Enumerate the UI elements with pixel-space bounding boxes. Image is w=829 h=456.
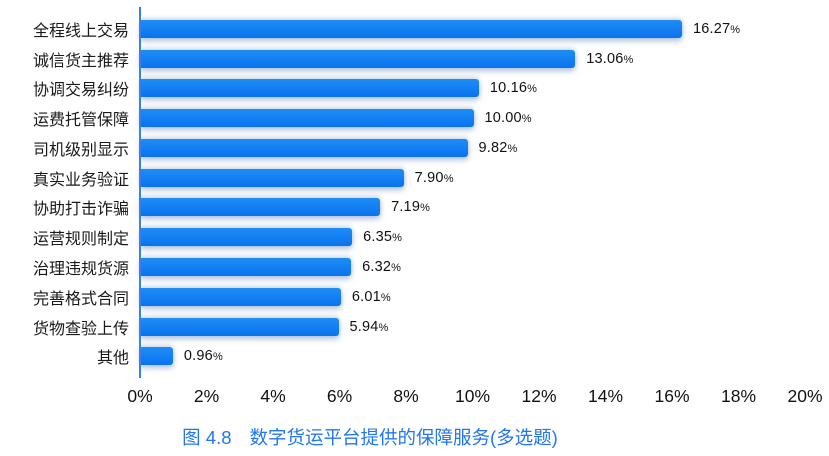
- bar-row: 真实业务验证 7.90%: [0, 163, 829, 193]
- x-axis-tick-label: 0%: [127, 386, 153, 406]
- y-axis-line: [139, 7, 141, 378]
- category-label: 运营规则制定: [32, 231, 129, 249]
- bar-row: 诚信货主推荐 13.06%: [0, 44, 829, 74]
- bar-track: 5.94%: [141, 317, 806, 336]
- bar: [141, 347, 173, 366]
- bar: [141, 19, 682, 38]
- category-label: 完善格式合同: [32, 290, 129, 308]
- bar-track: 6.32%: [141, 258, 806, 276]
- bar: [141, 49, 576, 68]
- bar-track: 0.96%: [141, 347, 806, 366]
- bar-row: 司机级别显示 9.82%: [0, 133, 829, 163]
- value-label: 6.35%: [363, 229, 403, 246]
- x-axis-tick-label: 12%: [521, 386, 557, 406]
- category-label: 协调交易纠纷: [32, 82, 129, 100]
- x-axis-tick-label: 18%: [720, 386, 757, 406]
- category-label: 全程线上交易: [32, 22, 129, 40]
- category-label: 真实业务验证: [32, 171, 129, 189]
- x-axis-tick-label: 2%: [193, 386, 220, 406]
- caption-title: 数字货运平台提供的保障服务(多选题): [249, 427, 558, 448]
- category-label: 货物查验上传: [32, 320, 129, 338]
- bar-track: 10.00%: [141, 109, 806, 128]
- x-axis-tick-label: 14%: [587, 386, 624, 406]
- bar: [141, 138, 468, 157]
- bar-row: 运营规则制定 6.35%: [0, 222, 829, 252]
- x-axis-tick-label: 20%: [787, 386, 823, 406]
- bar: [141, 168, 404, 187]
- bar-row: 协助打击诈骗 7.19%: [0, 193, 829, 223]
- value-label: 7.90%: [414, 169, 454, 186]
- caption-number: 图 4.8: [182, 427, 232, 448]
- bar: [141, 79, 479, 98]
- bar-row: 运费托管保障 10.00%: [0, 103, 829, 133]
- category-label: 诚信货主推荐: [32, 52, 129, 70]
- bar-row: 货物查验上传 5.94%: [0, 312, 829, 342]
- x-axis-tick-label: 16%: [654, 386, 690, 406]
- x-axis-tick-label: 8%: [393, 386, 419, 406]
- value-label: 16.27%: [692, 20, 741, 37]
- bar-track: 7.19%: [141, 198, 806, 217]
- bar-track: 13.06%: [141, 49, 806, 68]
- category-label: 协助打击诈骗: [32, 201, 129, 219]
- bar: [141, 228, 353, 247]
- value-label: 6.32%: [362, 259, 402, 275]
- bar-row: 全程线上交易 16.27%: [0, 14, 829, 44]
- value-label: 9.82%: [478, 139, 518, 156]
- bar-row: 治理违规货源 6.32%: [0, 252, 829, 282]
- bar-track: 6.01%: [141, 287, 806, 306]
- plot-area: 全程线上交易 16.27% 诚信货主推荐 13.06% 协调交易纠纷 10.16% 运费托管…: [0, 7, 829, 406]
- x-axis-tick-label: 10%: [454, 386, 491, 406]
- bar: [141, 109, 474, 128]
- x-axis-tick-label: 6%: [326, 386, 353, 406]
- value-label: 5.94%: [349, 318, 389, 335]
- value-label: 0.96%: [183, 348, 223, 365]
- bar: [141, 258, 352, 276]
- bar-row: 完善格式合同 6.01%: [0, 282, 829, 312]
- value-label: 10.00%: [484, 110, 532, 127]
- value-label: 7.19%: [391, 199, 431, 216]
- category-label: 其他: [96, 350, 129, 368]
- x-axis-tick-label: 4%: [260, 386, 286, 406]
- bar-rows: 全程线上交易 16.27% 诚信货主推荐 13.06% 协调交易纠纷 10.16% 运费托管…: [0, 14, 829, 371]
- bar: [141, 287, 341, 306]
- value-label: 13.06%: [586, 50, 634, 67]
- bar-track: 9.82%: [141, 138, 806, 157]
- figure-caption: 图 4.8 数字货运平台提供的保障服务(多选题): [0, 424, 740, 450]
- bar-row: 其他 0.96%: [0, 341, 829, 371]
- category-label: 司机级别显示: [32, 141, 129, 159]
- category-label: 运费托管保障: [32, 112, 129, 130]
- bar: [141, 198, 381, 217]
- value-label: 6.01%: [351, 288, 391, 305]
- category-label: 治理违规货源: [32, 261, 129, 278]
- bar-track: 10.16%: [141, 79, 806, 98]
- bar-track: 6.35%: [141, 228, 806, 247]
- value-label: 10.16%: [489, 80, 538, 97]
- bar-track: 16.27%: [141, 19, 806, 38]
- x-axis: 0% 2% 4% 6% 8% 10% 12% 14% 16% 18% 20%: [127, 386, 822, 410]
- bar-track: 7.90%: [141, 168, 806, 187]
- bar: [141, 317, 339, 336]
- bar-row: 协调交易纠纷 10.16%: [0, 74, 829, 104]
